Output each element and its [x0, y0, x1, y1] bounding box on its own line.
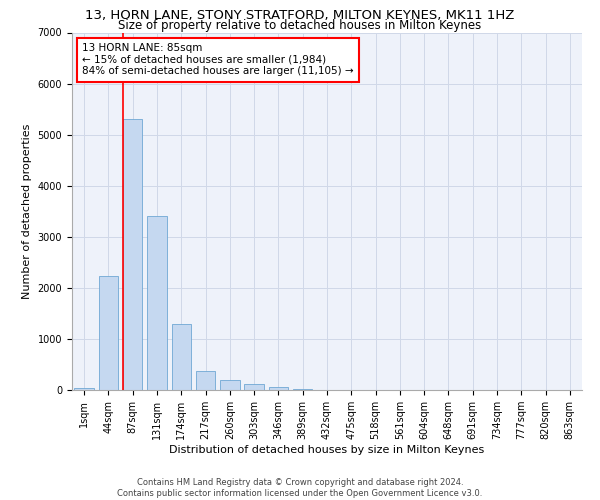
Text: 13, HORN LANE, STONY STRATFORD, MILTON KEYNES, MK11 1HZ: 13, HORN LANE, STONY STRATFORD, MILTON K…: [85, 9, 515, 22]
Bar: [269, 388, 288, 390]
Bar: [74, 388, 94, 390]
Bar: [244, 384, 264, 390]
Bar: [172, 324, 191, 390]
Text: Contains HM Land Registry data © Crown copyright and database right 2024.
Contai: Contains HM Land Registry data © Crown c…: [118, 478, 482, 498]
Bar: [220, 380, 239, 390]
Bar: [123, 120, 142, 390]
Bar: [99, 276, 118, 390]
X-axis label: Distribution of detached houses by size in Milton Keynes: Distribution of detached houses by size …: [169, 445, 485, 455]
Text: 13 HORN LANE: 85sqm
← 15% of detached houses are smaller (1,984)
84% of semi-det: 13 HORN LANE: 85sqm ← 15% of detached ho…: [82, 43, 354, 76]
Y-axis label: Number of detached properties: Number of detached properties: [22, 124, 32, 299]
Bar: [196, 370, 215, 390]
Text: Size of property relative to detached houses in Milton Keynes: Size of property relative to detached ho…: [118, 19, 482, 32]
Bar: [147, 216, 167, 390]
